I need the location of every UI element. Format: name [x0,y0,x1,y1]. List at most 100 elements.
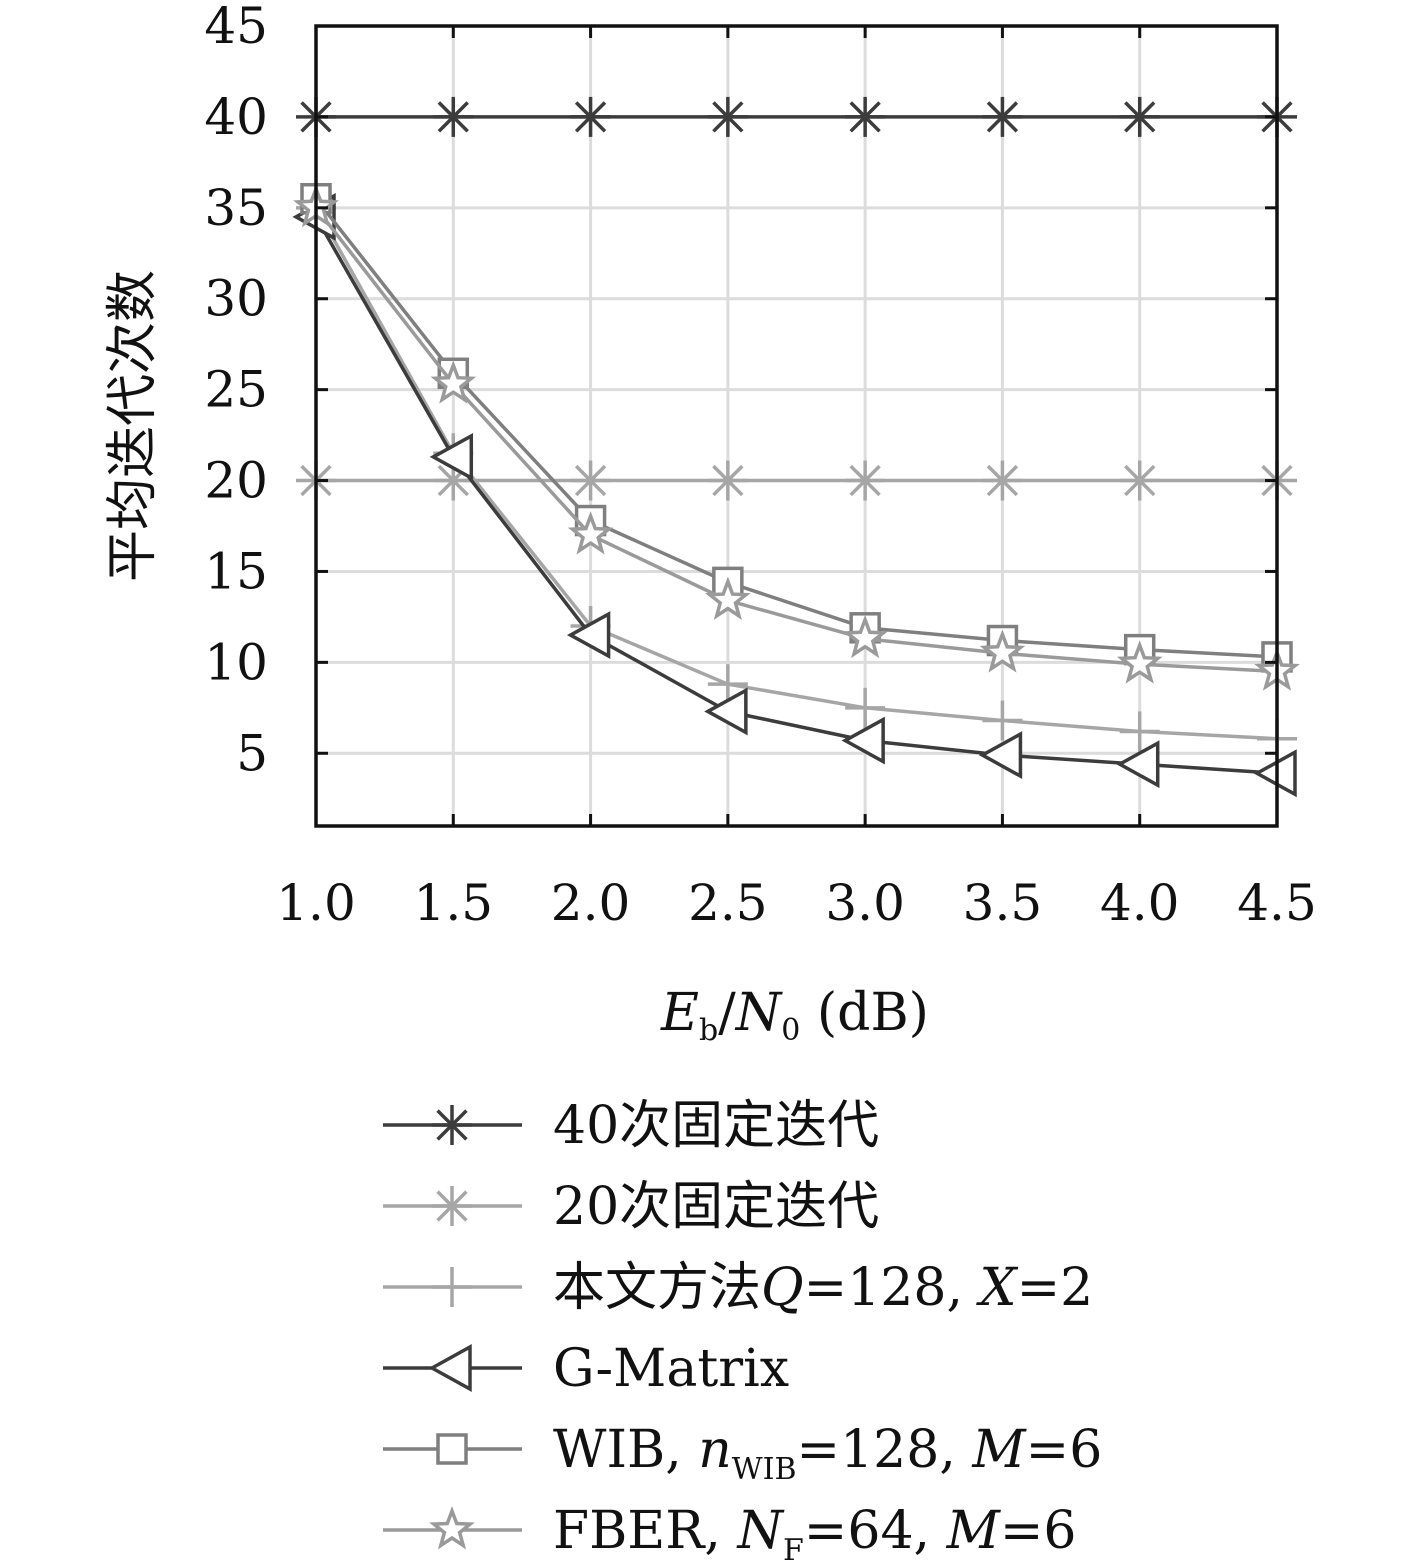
x-axis-label-slash: / [718,983,736,1043]
legend-item: 20次固定迭代 [383,1177,879,1237]
legend-marker [432,1186,472,1226]
legend-marker [429,1506,475,1550]
series-3 [292,192,1297,798]
x-tick-label: 3.0 [825,874,905,932]
legend-label: FBER, NF=64, M=6 [553,1501,1077,1564]
legend-item: 40次固定迭代 [383,1096,879,1156]
y-tick-label: 5 [236,724,268,782]
data-point [570,96,611,137]
data-point [707,664,748,705]
series-4 [300,182,1293,673]
x-tick-label: 2.0 [551,874,631,932]
legend-label-part: N [735,1501,784,1561]
legend-label-part: =128, [804,1258,980,1318]
y-tick-label: 20 [204,452,268,510]
legend-marker [432,1267,472,1307]
x-axis-label-n: N [734,983,783,1043]
legend-label-part: G-Matrix [553,1339,789,1399]
series-line [314,206,1278,674]
data-point [566,611,611,660]
x-axis-label-unit: (dB) [800,983,929,1043]
legend-marker [432,1105,472,1145]
data-point [979,629,1026,673]
series-line [314,197,1278,659]
data-point [430,360,477,404]
legend-label-part: M [946,1501,1002,1561]
data-point [982,96,1023,137]
legend-label-part: 20次固定迭代 [553,1177,879,1237]
legend-marker [436,1433,468,1465]
legend-label-part: =64, [804,1501,947,1561]
legend-label-part: M [971,1420,1027,1480]
data-point [1116,640,1163,684]
data-point [704,687,748,736]
data-point [429,432,474,481]
x-tick-label: 2.5 [688,874,768,932]
series-0 [296,96,1297,137]
y-tick-label: 35 [204,179,268,237]
y-tick-label: 10 [204,633,268,691]
data-point [845,687,886,728]
data-point [845,460,886,501]
legend-label-part: =128, [797,1420,973,1480]
data-point [705,576,751,620]
data-point [433,96,474,137]
plot-frame [314,24,1279,828]
legend-marker [428,1344,472,1392]
legend-label-part: F [783,1533,804,1564]
legend-label-part: =2 [1017,1258,1094,1318]
legend-label-part: WIB [732,1452,797,1487]
x-axis-label-e: E [660,983,699,1043]
legend-item: FBER, NF=64, M=6 [383,1501,1077,1564]
data-point [570,460,611,501]
data-point [567,511,614,555]
x-tick-label: 3.5 [963,874,1043,932]
legend-label-part: WIB, [553,1420,698,1480]
data-point [982,700,1023,741]
series-line [314,216,1278,776]
data-point [707,96,748,137]
y-tick-label: 40 [204,88,268,146]
legend-label-part: X [976,1258,1019,1318]
y-axis-label: 平均迭代次数 [103,270,163,582]
data-point [1119,460,1160,501]
y-tick-label: 45 [204,0,268,55]
legend-label-part: Q [761,1258,804,1318]
data-point [842,614,888,659]
legend-label: 20次固定迭代 [553,1177,879,1237]
data-point [982,460,1023,501]
y-tick-label: 30 [204,270,268,328]
x-tick-label: 1.5 [414,874,494,932]
data-point [841,716,885,765]
x-axis-label-e-sub: b [699,1013,718,1048]
data-point [1116,740,1160,789]
legend-label-part: =6 [1000,1501,1077,1561]
legend-label: WIB, nWIB=128, M=6 [553,1420,1102,1487]
x-tick-label: 4.5 [1237,874,1317,932]
data-point [707,460,748,501]
x-tick-label: 4.0 [1100,874,1180,932]
series-5 [293,183,1300,691]
legend-label: 40次固定迭代 [553,1096,879,1156]
x-tick-label: 1.0 [276,874,356,932]
legend-item: 本文方法Q=128, X=2 [383,1258,1093,1318]
data-point [845,96,886,137]
data-point [1119,96,1160,137]
legend-item: WIB, nWIB=128, M=6 [383,1420,1102,1487]
legend-label-part: 本文方法 [553,1258,761,1318]
legend-label-part: =6 [1026,1420,1103,1480]
tick-labels: 1.0 1.5 2.0 2.5 3.0 3.5 4.0 4.5 5 10 15 20 25 30 35 40 4… [204,0,1316,932]
series-layer [292,96,1300,798]
data-point [978,731,1023,780]
legend-label-part: FBER, [553,1501,737,1561]
series-line [314,206,1278,741]
data-point [1119,711,1160,752]
legend-item: G-Matrix [383,1339,789,1399]
x-axis-label: Eb/N0 (dB) [660,983,929,1048]
legend-label-part: 40次固定迭代 [553,1096,879,1156]
x-axis-label-n-sub: 0 [781,1013,800,1048]
legend-label-part: n [698,1420,732,1480]
y-tick-label: 25 [204,361,268,419]
